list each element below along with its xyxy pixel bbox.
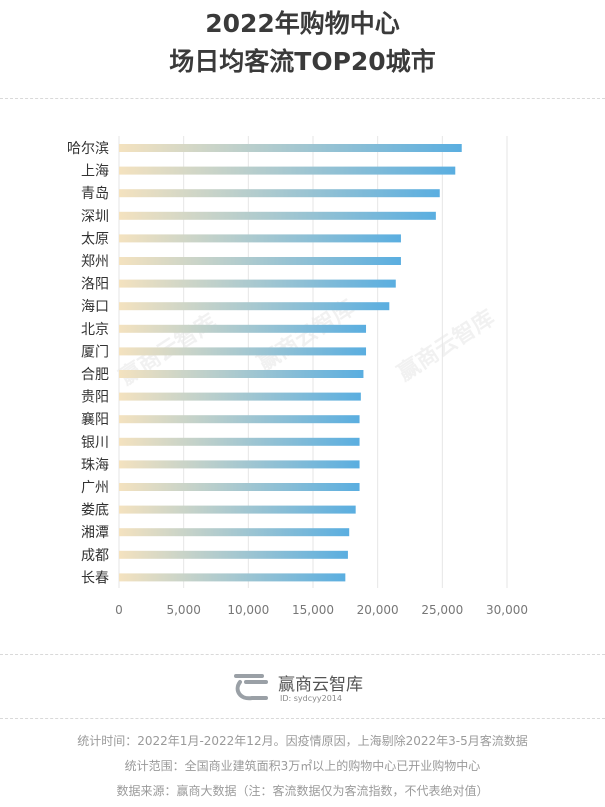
bar	[119, 460, 360, 469]
bottom-divider	[0, 718, 605, 719]
category-label: 贵阳	[81, 390, 109, 406]
category-label: 深圳	[81, 209, 109, 225]
category-label: 洛阳	[81, 277, 109, 293]
category-label: 长春	[81, 570, 109, 586]
bar	[119, 415, 360, 424]
category-label: 哈尔滨	[67, 141, 109, 157]
bar	[119, 505, 356, 514]
category-label: 郑州	[81, 254, 109, 270]
category-label: 太原	[81, 231, 109, 247]
x-tick-label: 10,000	[227, 603, 269, 617]
category-label: 娄底	[81, 503, 109, 519]
bar	[119, 528, 350, 537]
bar	[119, 302, 390, 311]
bar	[119, 324, 367, 333]
x-tick-label: 25,000	[421, 603, 463, 617]
bar	[119, 347, 367, 356]
category-label: 银川	[81, 435, 109, 451]
category-label: 珠海	[81, 457, 109, 473]
bar	[119, 279, 396, 288]
chart-title-line2: 场日均客流TOP20城市	[169, 47, 436, 76]
logo-icon	[234, 674, 268, 701]
footer-stat-scope: 统计范围：全国商业建筑面积3万㎡以上的购物中心已开业购物中心	[124, 759, 481, 773]
logo: 赢商云智库 ID: sydcyy2014	[232, 668, 392, 708]
bar	[119, 483, 360, 491]
x-tick-label: 0	[115, 603, 123, 617]
bar	[119, 437, 360, 446]
bar-chart: 哈尔滨上海青岛深圳太原郑州洛阳海口北京厦门合肥贵阳襄阳银川珠海广州娄底湘潭成都长…	[67, 136, 528, 617]
bar	[119, 234, 401, 243]
bar	[119, 257, 401, 265]
category-label: 上海	[81, 164, 109, 180]
bar	[119, 166, 456, 175]
category-label: 北京	[81, 322, 109, 338]
middle-divider	[0, 654, 605, 655]
logo-name: 赢商云智库	[278, 675, 363, 695]
top-divider	[0, 98, 605, 99]
category-label: 厦门	[81, 344, 109, 360]
x-tick-label: 5,000	[166, 603, 200, 617]
category-label: 湘潭	[81, 524, 109, 541]
chart-title-line1: 2022年购物中心	[205, 9, 400, 38]
x-tick-label: 15,000	[292, 603, 334, 617]
bar	[119, 144, 462, 152]
logo-id: ID: sydcyy2014	[280, 694, 342, 703]
x-tick-label: 30,000	[486, 603, 528, 617]
footer-data-source: 数据来源：赢商大数据（注：客流数据仅为客流指数，不代表绝对值）	[116, 784, 489, 798]
bar	[119, 189, 440, 198]
category-label: 成都	[81, 548, 109, 564]
category-label: 青岛	[81, 186, 109, 202]
category-label: 海口	[81, 299, 109, 315]
bar	[119, 573, 346, 582]
footer-stat-time: 统计时间：2022年1月-2022年12月。因疫情原因，上海剔除2022年3-5…	[77, 734, 528, 748]
bar	[119, 550, 348, 559]
category-label: 广州	[81, 480, 109, 496]
bar	[119, 392, 361, 401]
category-label: 合肥	[81, 367, 109, 383]
bar	[119, 211, 436, 220]
category-label: 襄阳	[81, 412, 109, 428]
x-tick-label: 20,000	[357, 603, 399, 617]
bar	[119, 370, 364, 378]
